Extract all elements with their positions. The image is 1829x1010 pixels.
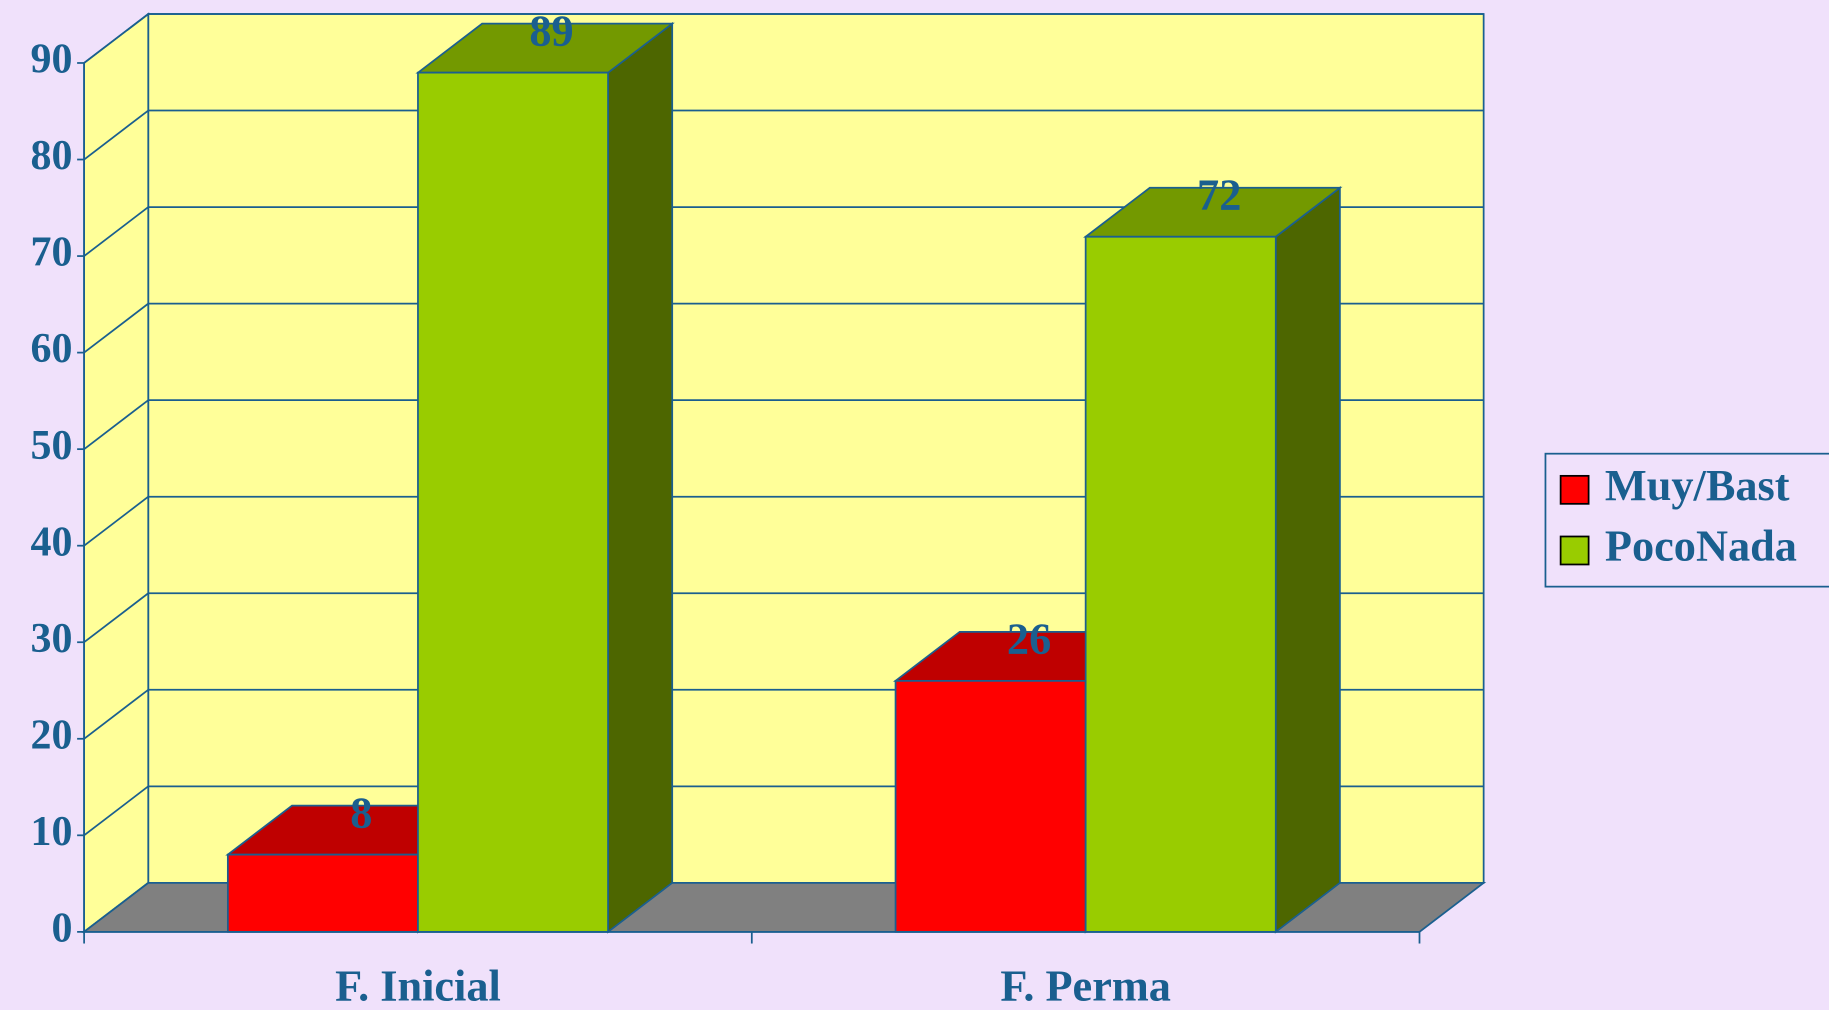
grid-line-side — [83, 592, 149, 643]
y-tick-label: 30 — [30, 616, 72, 662]
bar-side — [1274, 186, 1341, 934]
legend-swatch — [1559, 535, 1590, 566]
grid-line-side — [83, 13, 149, 64]
bar — [894, 679, 1087, 933]
legend-label: PocoNada — [1605, 522, 1797, 571]
y-tick-label: 50 — [30, 423, 72, 469]
value-label: 89 — [529, 6, 573, 55]
y-tick-label: 40 — [30, 519, 72, 565]
y-tick-label: 70 — [30, 230, 72, 276]
x-tick-label: F. Perma — [1000, 961, 1171, 1010]
grid-line-side — [83, 399, 149, 450]
grid-line-side — [83, 785, 149, 837]
legend-swatch — [1559, 474, 1590, 505]
bar — [226, 853, 419, 933]
legend-label: Muy/Bast — [1605, 461, 1790, 510]
y-tick-label: 0 — [51, 905, 72, 951]
y-tick-label: 20 — [30, 712, 72, 758]
grid-line-side — [83, 109, 149, 161]
y-tick-label: 90 — [30, 37, 72, 83]
value-label: 72 — [1197, 171, 1241, 220]
grid-line-side — [83, 496, 149, 547]
bar — [1084, 235, 1277, 933]
value-label: 26 — [1007, 615, 1051, 664]
bar — [417, 71, 609, 933]
grid-line-side — [83, 689, 149, 740]
grid-line-side — [83, 206, 149, 257]
legend-box — [1544, 452, 1829, 588]
bar-side — [607, 21, 674, 934]
y-tick-label: 10 — [30, 809, 72, 855]
grid-line-side — [83, 302, 149, 354]
x-tick-label: F. Inicial — [335, 961, 501, 1010]
value-label: 8 — [350, 788, 372, 837]
y-tick-label: 80 — [30, 133, 72, 179]
y-tick-label: 60 — [30, 326, 72, 372]
